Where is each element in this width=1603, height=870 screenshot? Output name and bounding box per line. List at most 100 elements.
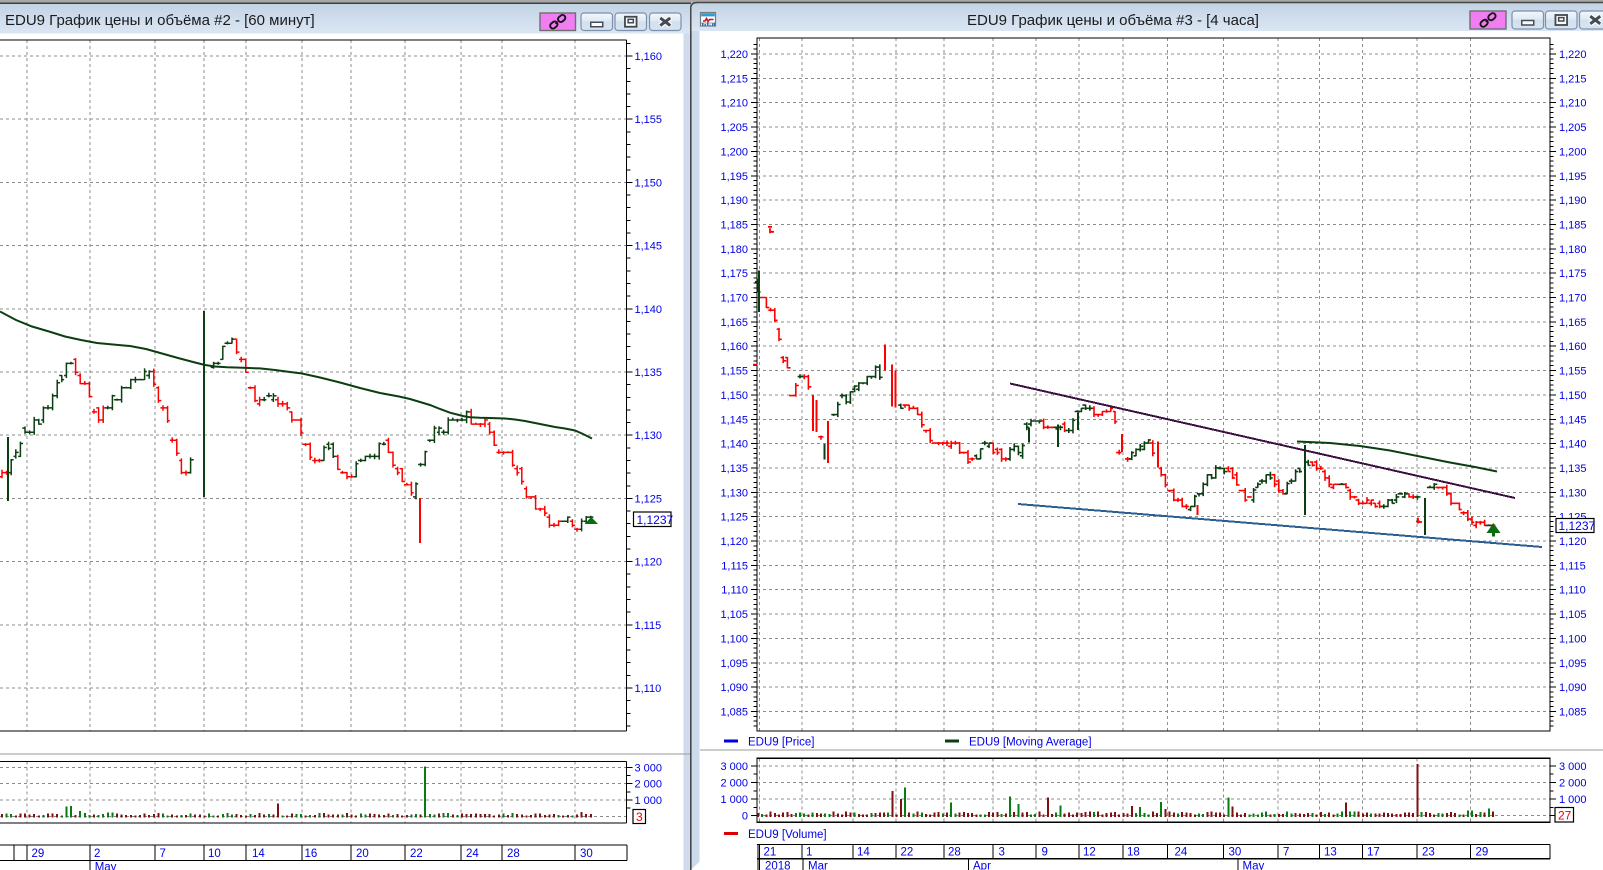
svg-text:1,155: 1,155: [1559, 366, 1587, 378]
svg-text:2018: 2018: [765, 861, 791, 870]
svg-text:30: 30: [1229, 847, 1242, 859]
svg-text:1,165: 1,165: [1559, 317, 1587, 329]
svg-text:1,095: 1,095: [1559, 658, 1587, 670]
svg-text:1,125: 1,125: [720, 512, 748, 524]
svg-text:EDU9 График цены и объёма #2 -: EDU9 График цены и объёма #2 - [60 минут…: [5, 12, 315, 29]
svg-text:29: 29: [1476, 847, 1489, 859]
svg-text:1,160: 1,160: [635, 51, 663, 63]
svg-text:1,150: 1,150: [720, 390, 748, 402]
svg-text:1,145: 1,145: [635, 241, 663, 253]
svg-text:1,115: 1,115: [721, 560, 748, 572]
svg-text:2 000: 2 000: [1559, 778, 1587, 790]
svg-text:18: 18: [1127, 847, 1140, 859]
svg-text:1,160: 1,160: [720, 341, 748, 353]
svg-text:1,135: 1,135: [635, 367, 663, 379]
svg-text:1,170: 1,170: [1559, 293, 1587, 305]
svg-text:1,1237: 1,1237: [637, 513, 674, 527]
svg-text:7: 7: [160, 848, 166, 860]
svg-text:1,140: 1,140: [635, 304, 663, 316]
svg-text:0: 0: [742, 811, 748, 823]
svg-text:1 000: 1 000: [1559, 794, 1587, 806]
svg-text:1,095: 1,095: [720, 658, 748, 670]
svg-text:1,100: 1,100: [720, 633, 748, 645]
svg-text:Apr: Apr: [973, 861, 991, 870]
svg-text:2 000: 2 000: [635, 779, 663, 791]
svg-text:1,085: 1,085: [1559, 706, 1587, 718]
svg-text:1,150: 1,150: [1559, 390, 1587, 402]
svg-text:1,130: 1,130: [1559, 487, 1587, 499]
svg-text:1,180: 1,180: [720, 244, 748, 256]
svg-text:1,120: 1,120: [1559, 536, 1587, 548]
svg-text:1,155: 1,155: [720, 366, 748, 378]
svg-text:22: 22: [901, 847, 914, 859]
svg-text:1,180: 1,180: [1559, 244, 1587, 256]
svg-text:1 000: 1 000: [720, 794, 748, 806]
svg-text:EDU9 График цены и объёма #3 -: EDU9 График цены и объёма #3 - [4 часа]: [967, 12, 1259, 29]
svg-text:1,090: 1,090: [1559, 682, 1587, 694]
svg-text:1 000: 1 000: [635, 795, 663, 807]
svg-text:May: May: [1243, 861, 1265, 870]
svg-text:1,110: 1,110: [635, 683, 662, 695]
svg-text:1,125: 1,125: [635, 493, 663, 505]
svg-text:3 000: 3 000: [1559, 761, 1587, 773]
svg-text:24: 24: [1175, 847, 1188, 859]
svg-text:1,090: 1,090: [720, 682, 748, 694]
svg-text:1,160: 1,160: [1559, 341, 1587, 353]
svg-text:1,130: 1,130: [635, 430, 663, 442]
svg-text:1,135: 1,135: [1559, 463, 1587, 475]
svg-text:3 000: 3 000: [720, 761, 748, 773]
svg-text:1,195: 1,195: [1559, 171, 1587, 183]
svg-text:30: 30: [580, 848, 593, 860]
svg-text:1,185: 1,185: [720, 219, 748, 231]
svg-text:28: 28: [507, 848, 520, 860]
svg-text:29: 29: [32, 848, 45, 860]
svg-text:1,205: 1,205: [720, 122, 748, 134]
svg-text:16: 16: [305, 848, 318, 860]
svg-text:1,215: 1,215: [720, 73, 748, 85]
svg-text:EDU9 [Volume]: EDU9 [Volume]: [748, 829, 827, 841]
svg-text:17: 17: [1367, 847, 1380, 859]
svg-text:1,200: 1,200: [1559, 146, 1587, 158]
svg-text:14: 14: [857, 847, 870, 859]
svg-text:13: 13: [1324, 847, 1337, 859]
svg-text:1,175: 1,175: [1559, 268, 1587, 280]
svg-text:EDU9 [Moving Average]: EDU9 [Moving Average]: [969, 737, 1092, 749]
svg-text:1,200: 1,200: [720, 146, 748, 158]
svg-text:1,1237: 1,1237: [1559, 519, 1596, 533]
svg-text:1,220: 1,220: [720, 49, 748, 61]
svg-text:1,220: 1,220: [1559, 49, 1587, 61]
svg-text:1,120: 1,120: [635, 557, 663, 569]
svg-text:1,170: 1,170: [720, 293, 748, 305]
svg-text:1,110: 1,110: [1559, 585, 1586, 597]
svg-text:21: 21: [764, 847, 777, 859]
svg-text:1,215: 1,215: [1559, 73, 1587, 85]
svg-text:1,110: 1,110: [721, 585, 748, 597]
svg-text:1,165: 1,165: [720, 317, 748, 329]
svg-text:24: 24: [466, 848, 479, 860]
svg-text:May: May: [95, 862, 117, 870]
svg-text:12: 12: [1083, 847, 1096, 859]
svg-text:20: 20: [356, 848, 369, 860]
svg-text:7: 7: [1283, 847, 1289, 859]
svg-text:1,115: 1,115: [1559, 560, 1586, 572]
svg-text:1,130: 1,130: [720, 487, 748, 499]
svg-text:28: 28: [948, 847, 961, 859]
svg-text:23: 23: [1422, 847, 1435, 859]
svg-text:1,120: 1,120: [720, 536, 748, 548]
svg-text:22: 22: [410, 848, 423, 860]
svg-text:1,155: 1,155: [635, 114, 663, 126]
svg-text:1,190: 1,190: [1559, 195, 1587, 207]
svg-text:1,085: 1,085: [720, 706, 748, 718]
svg-text:1,195: 1,195: [720, 171, 748, 183]
svg-text:10: 10: [208, 848, 221, 860]
svg-text:9: 9: [1042, 847, 1048, 859]
svg-text:1,115: 1,115: [635, 620, 662, 632]
svg-text:3: 3: [999, 847, 1005, 859]
svg-text:1,140: 1,140: [720, 439, 748, 451]
svg-text:Mar: Mar: [808, 861, 828, 870]
svg-text:1,185: 1,185: [1559, 219, 1587, 231]
svg-text:1,205: 1,205: [1559, 122, 1587, 134]
svg-text:1,140: 1,140: [1559, 439, 1587, 451]
svg-text:1,190: 1,190: [720, 195, 748, 207]
svg-text:2: 2: [94, 848, 100, 860]
